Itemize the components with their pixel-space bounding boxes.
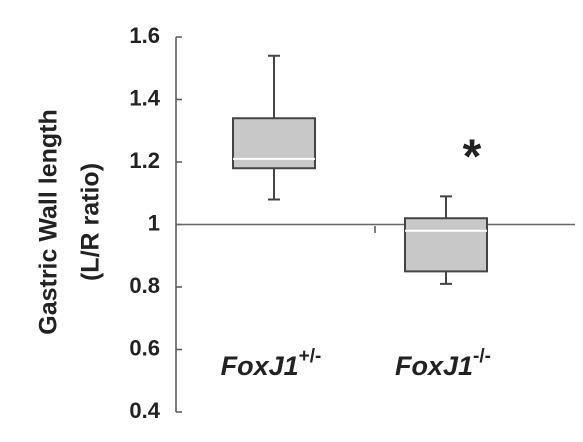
y-tick-label: 0.6 <box>129 335 160 360</box>
box <box>232 117 316 170</box>
category-name: FoxJ1 <box>221 351 299 381</box>
category-superscript: +/- <box>299 346 322 367</box>
y-label-line: Gastric Wall length <box>35 109 63 335</box>
y-tick-label: 1 <box>148 210 160 235</box>
category-superscript: -/- <box>473 346 491 367</box>
box <box>404 217 488 273</box>
x-tick-label: FoxJ1+/- <box>221 346 322 381</box>
y-tick-label: 1.2 <box>129 148 160 173</box>
y-axis-title: Gastric Wall length (L/R ratio) <box>35 109 105 335</box>
y-tick-label: 0.4 <box>129 398 160 423</box>
category-name: FoxJ1 <box>395 351 473 381</box>
y-label-line: (L/R ratio) <box>77 163 105 281</box>
x-tick-label: FoxJ1-/- <box>395 346 491 381</box>
significance-annotation: * <box>463 131 482 184</box>
y-tick-label: 1.4 <box>129 85 160 110</box>
y-tick-label: 1.6 <box>129 23 160 48</box>
y-tick-label: 0.8 <box>129 273 160 298</box>
